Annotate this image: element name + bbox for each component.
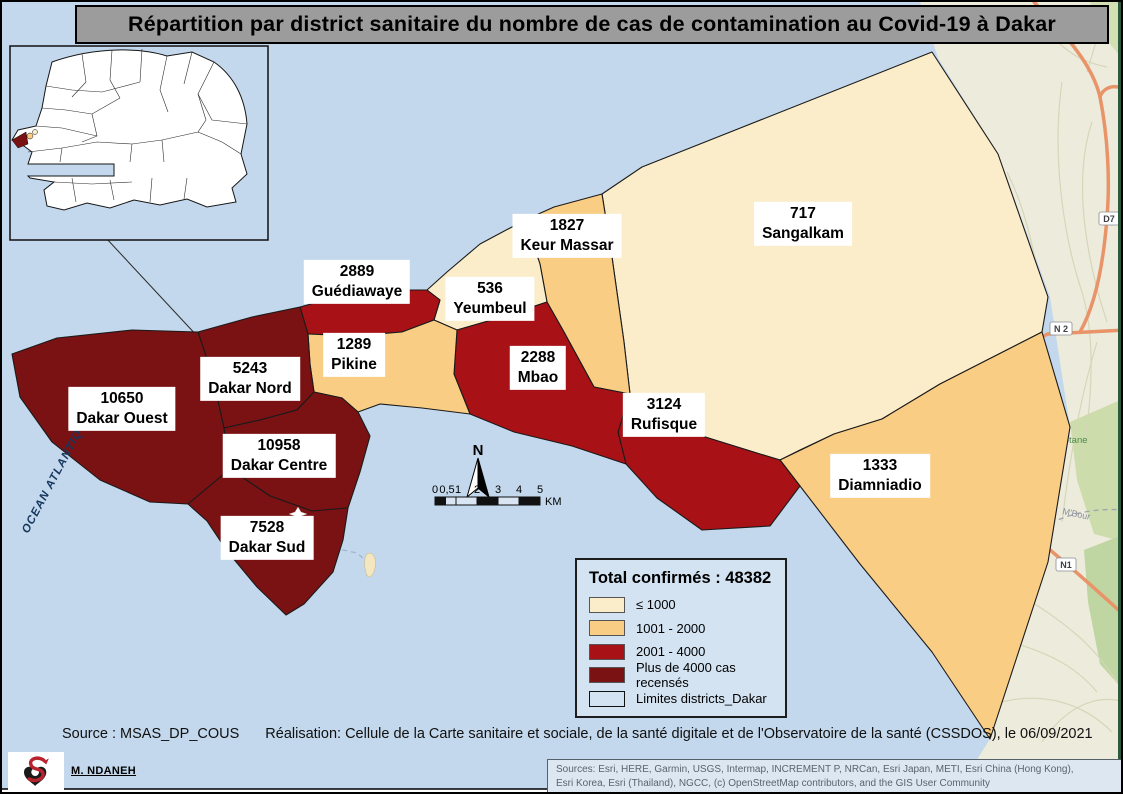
svg-text:N1: N1: [1060, 560, 1072, 570]
district-label-dakar-centre: 10958 Dakar Centre: [222, 433, 336, 479]
road-shield-d7: D7: [1098, 211, 1120, 226]
legend-swatch-2001-4000: [589, 643, 625, 660]
author-name: M. NDANEH: [71, 765, 137, 777]
esri-attribution: Sources: Esri, HERE, Garmin, USGS, Inter…: [547, 759, 1121, 792]
svg-text:2: 2: [474, 484, 480, 496]
minor-roads: [1001, 21, 1121, 743]
district-label-pikine: 1289 Pikine: [323, 332, 385, 378]
map-edge-strip: [1118, 2, 1121, 792]
svg-text:1: 1: [455, 484, 461, 496]
district-label-mbao: 2288 Mbao: [509, 345, 567, 391]
vegetation-patch: [1084, 535, 1121, 688]
district-label-rufisque: 3124 Rufisque: [622, 392, 706, 438]
source-line: Source : MSAS_DP_COUS Réalisation: Cellul…: [62, 726, 1093, 742]
esri-attribution-line1: Sources: Esri, HERE, Garmin, USGS, Inter…: [556, 764, 1074, 775]
legend: Total confirmés : 48382 ≤ 1000 1001 - 20…: [575, 558, 787, 718]
svg-text:4: 4: [516, 484, 522, 496]
bottom-margin: [2, 789, 547, 792]
inset-map-senegal: [9, 45, 269, 241]
scale-unit-label: KM: [545, 496, 562, 508]
north-arrow-label: N: [473, 442, 484, 459]
legend-title: Total confirmés : 48382: [589, 569, 772, 587]
ferry-route-line: [306, 541, 366, 561]
inset-dakar-highlight-orange: [26, 132, 34, 140]
svg-text:3: 3: [495, 484, 501, 496]
scale-bar: 0 0,5 1 2 3 4 5 KM: [432, 484, 562, 508]
legend-item-plus-4000: Plus de 4000 cas recensés: [589, 660, 785, 690]
district-diamniadio-polygon: [779, 331, 1071, 740]
legend-swatch-limites: [589, 690, 625, 707]
legend-item-2001-4000: 2001 - 4000: [589, 643, 785, 660]
district-label-keur-massar: 1827 Keur Massar: [512, 213, 622, 259]
ministry-logo: [8, 752, 64, 792]
goree-island: [364, 553, 376, 578]
legend-swatch-plus-4000: [589, 667, 625, 683]
senegal-district-borders: [27, 48, 248, 203]
district-label-dakar-ouest: 10650 Dakar Ouest: [68, 386, 176, 432]
road-shield-n2: N 2: [1049, 321, 1073, 336]
legend-swatch-1001-2000: [589, 620, 625, 636]
realisation-text: Réalisation: Cellule de la Carte sanitai…: [265, 726, 1093, 742]
svg-text:0,5: 0,5: [439, 484, 454, 496]
district-layer: [11, 51, 1071, 740]
inset-dakar-highlight: [11, 131, 29, 149]
legend-item-limites: Limites districts_Dakar: [589, 690, 785, 707]
legend-swatch-inf-1000: [589, 596, 625, 613]
district-label-dakar-sud: 7528 Dakar Sud: [220, 515, 314, 561]
legend-item-inf-1000: ≤ 1000: [589, 596, 785, 613]
svg-text:0: 0: [432, 484, 438, 496]
map-title: Répartition par district sanitaire du no…: [75, 5, 1109, 44]
district-label-yeumbeul: 536 Yeumbeul: [445, 276, 535, 322]
ministry-logo-icon: [24, 756, 49, 786]
district-label-sangalkam: 717 Sangalkam: [754, 201, 852, 247]
legend-item-1001-2000: 1001 - 2000: [589, 620, 785, 637]
inset-dakar-highlight-cream: [32, 129, 38, 135]
road-shield-n1: N1: [1055, 557, 1077, 572]
district-label-diamniadio: 1333 Diamniadio: [830, 453, 930, 499]
vegetation-patch: [1070, 399, 1121, 541]
svg-text:D7: D7: [1103, 214, 1115, 224]
svg-text:5: 5: [537, 484, 543, 496]
district-label-guediawaye: 2889 Guédiawaye: [303, 259, 411, 305]
district-label-dakar-nord: 5243 Dakar Nord: [200, 356, 300, 402]
source-text: Source : MSAS_DP_COUS: [62, 726, 240, 742]
north-arrow: N: [466, 442, 490, 499]
esri-attribution-line2: Esri Korea, Esri (Thailand), NGCC, (c) O…: [556, 777, 991, 789]
svg-text:N 2: N 2: [1054, 324, 1068, 334]
